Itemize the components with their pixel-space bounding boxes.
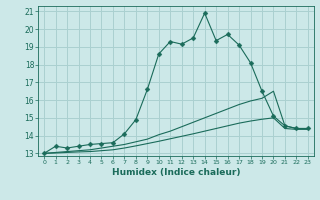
X-axis label: Humidex (Indice chaleur): Humidex (Indice chaleur): [112, 168, 240, 177]
